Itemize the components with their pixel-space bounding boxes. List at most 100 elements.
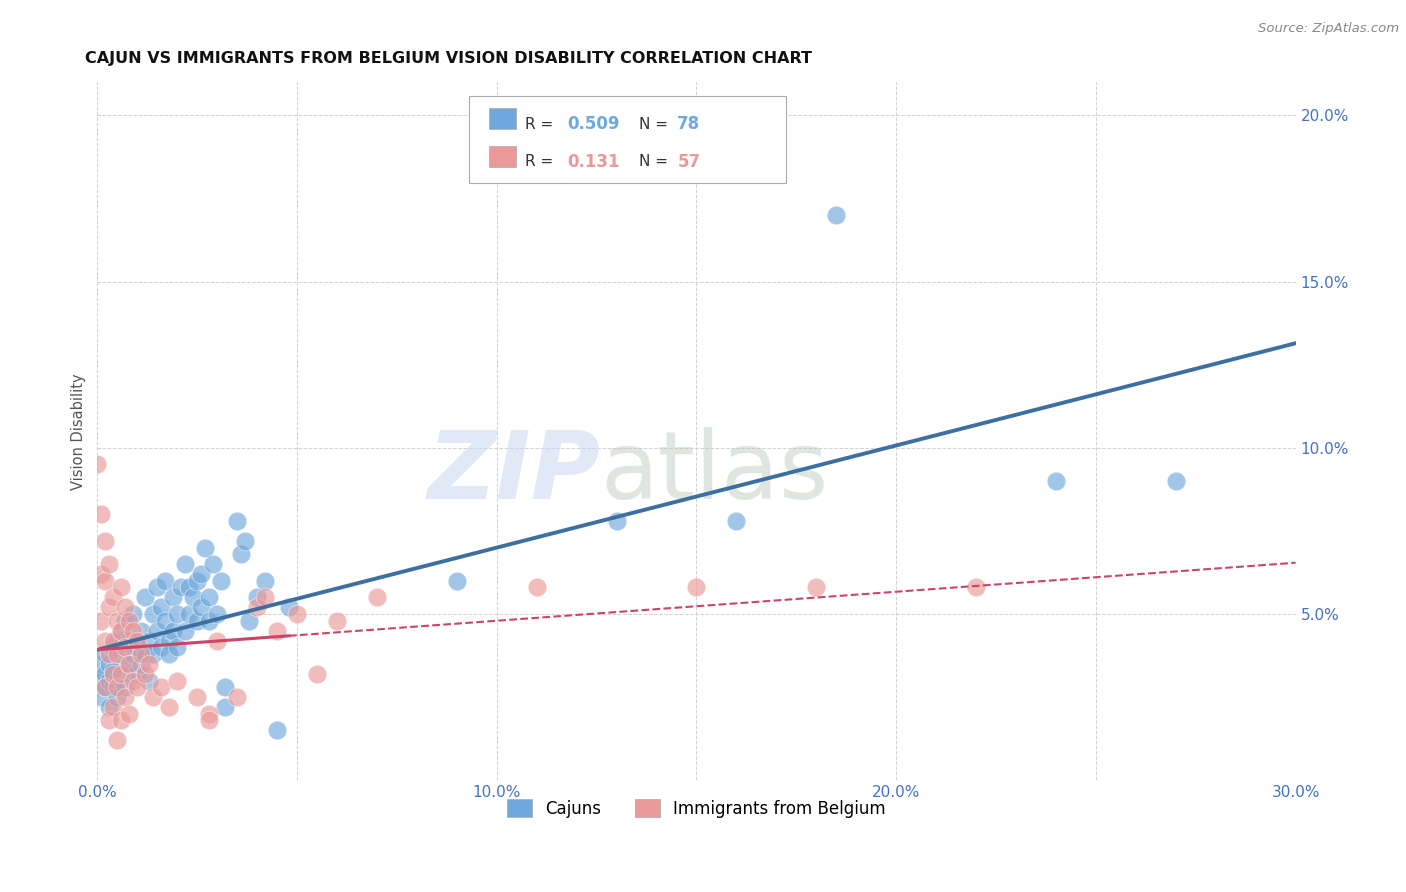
FancyBboxPatch shape	[489, 145, 516, 167]
Point	[150, 680, 173, 694]
Point	[186, 614, 208, 628]
Point	[110, 624, 132, 638]
Point	[122, 624, 145, 638]
Point	[118, 657, 141, 671]
Point	[1045, 474, 1067, 488]
Point	[205, 633, 228, 648]
Point	[105, 614, 128, 628]
Point	[965, 581, 987, 595]
Point	[103, 633, 125, 648]
Point	[198, 714, 221, 728]
Point	[266, 624, 288, 638]
Point	[134, 647, 156, 661]
Point	[103, 680, 125, 694]
Point	[181, 591, 204, 605]
Point	[214, 680, 236, 694]
Point	[90, 508, 112, 522]
Point	[231, 547, 253, 561]
Point	[122, 673, 145, 688]
Text: CAJUN VS IMMIGRANTS FROM BELGIUM VISION DISABILITY CORRELATION CHART: CAJUN VS IMMIGRANTS FROM BELGIUM VISION …	[86, 51, 813, 66]
Point	[246, 591, 269, 605]
Point	[155, 574, 177, 588]
Legend: Cajuns, Immigrants from Belgium: Cajuns, Immigrants from Belgium	[501, 793, 893, 824]
Point	[198, 614, 221, 628]
Point	[170, 581, 193, 595]
Point	[103, 700, 125, 714]
Point	[118, 614, 141, 628]
Point	[94, 667, 117, 681]
Point	[105, 680, 128, 694]
Point	[105, 733, 128, 747]
Point	[366, 591, 388, 605]
Point	[86, 458, 108, 472]
Point	[305, 667, 328, 681]
Point	[246, 600, 269, 615]
Point	[150, 600, 173, 615]
Point	[98, 657, 121, 671]
Point	[110, 714, 132, 728]
Point	[166, 607, 188, 621]
Point	[90, 614, 112, 628]
Point	[825, 208, 848, 222]
Point	[285, 607, 308, 621]
Point	[98, 600, 121, 615]
Point	[103, 667, 125, 681]
Point	[209, 574, 232, 588]
Point	[127, 667, 149, 681]
Point	[129, 624, 152, 638]
Point	[162, 591, 184, 605]
Point	[186, 690, 208, 705]
Point	[166, 640, 188, 655]
Point	[114, 690, 136, 705]
Point	[94, 574, 117, 588]
Point	[278, 600, 301, 615]
Text: Source: ZipAtlas.com: Source: ZipAtlas.com	[1258, 22, 1399, 36]
Point	[142, 647, 165, 661]
Point	[190, 567, 212, 582]
Point	[103, 591, 125, 605]
Point	[98, 714, 121, 728]
Point	[118, 633, 141, 648]
Point	[806, 581, 828, 595]
FancyBboxPatch shape	[468, 96, 786, 184]
Point	[129, 647, 152, 661]
Point	[134, 667, 156, 681]
Point	[105, 633, 128, 648]
Point	[254, 574, 277, 588]
Point	[94, 533, 117, 548]
Point	[157, 647, 180, 661]
Point	[127, 680, 149, 694]
FancyBboxPatch shape	[489, 108, 516, 129]
Point	[155, 614, 177, 628]
Point	[90, 673, 112, 688]
Point	[110, 624, 132, 638]
Point	[98, 673, 121, 688]
Point	[94, 647, 117, 661]
Point	[94, 633, 117, 648]
Point	[122, 647, 145, 661]
Point	[103, 640, 125, 655]
Point	[179, 607, 201, 621]
Point	[110, 667, 132, 681]
Point	[110, 647, 132, 661]
Point	[606, 514, 628, 528]
Text: 57: 57	[678, 153, 700, 170]
Point	[127, 633, 149, 648]
Point	[226, 690, 249, 705]
Text: ZIP: ZIP	[427, 427, 600, 519]
Point	[146, 624, 169, 638]
Point	[114, 667, 136, 681]
Point	[1164, 474, 1187, 488]
Point	[98, 558, 121, 572]
Point	[238, 614, 260, 628]
Point	[105, 673, 128, 688]
Point	[142, 690, 165, 705]
Point	[118, 657, 141, 671]
Point	[146, 581, 169, 595]
Point	[134, 591, 156, 605]
Point	[138, 657, 160, 671]
Point	[110, 581, 132, 595]
Point	[138, 673, 160, 688]
Point	[127, 640, 149, 655]
Point	[157, 700, 180, 714]
